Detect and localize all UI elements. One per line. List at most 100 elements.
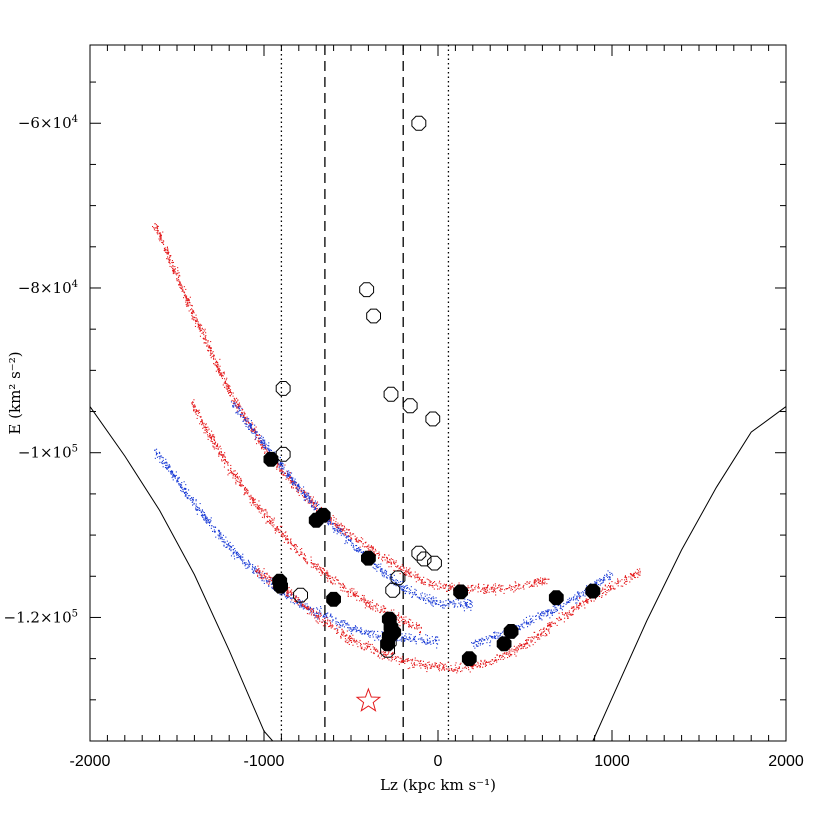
stream-particle <box>377 630 379 632</box>
stream-particle <box>362 545 364 547</box>
stream-particle <box>385 653 387 655</box>
stream-particle <box>315 566 317 568</box>
stream-particle <box>252 565 254 567</box>
stream-particle <box>261 440 263 442</box>
stream-particle <box>500 587 502 589</box>
stream-particle <box>402 588 404 590</box>
stream-particle <box>382 560 384 562</box>
stream-particle <box>277 529 279 531</box>
stream-particle <box>186 305 188 307</box>
stream-particle <box>412 639 414 641</box>
stream-particle <box>316 510 318 512</box>
stream-particle <box>352 543 354 545</box>
stream-particle <box>247 421 249 423</box>
stream-particle <box>276 468 278 470</box>
stream-particle <box>274 451 276 453</box>
stream-particle <box>485 588 487 590</box>
stream-particle <box>428 585 430 587</box>
stream-particle <box>251 430 253 432</box>
stream-particle <box>408 639 410 641</box>
stream-particle <box>157 225 159 227</box>
filled-marker <box>461 651 477 667</box>
stream-particle <box>166 249 168 251</box>
stream-particle <box>237 551 239 553</box>
progenitor-star <box>355 687 382 712</box>
stream-particle <box>353 548 355 550</box>
stream-particle <box>518 627 520 629</box>
stream-particle <box>216 444 218 446</box>
stream-particle <box>303 496 305 498</box>
stream-particle <box>573 598 575 600</box>
stream-particle <box>491 591 493 593</box>
stream-particle <box>408 626 410 628</box>
stream-particle <box>223 372 225 374</box>
stream-particle <box>375 607 377 609</box>
stream-particle <box>208 350 210 352</box>
stream-particle <box>504 589 506 591</box>
stream-particle <box>203 514 205 516</box>
stream-particle <box>442 666 444 668</box>
stream-particle <box>353 639 355 641</box>
stream-particle <box>498 632 500 634</box>
stream-particle <box>422 664 424 666</box>
stream-particle <box>298 597 300 599</box>
stream-particle <box>214 442 216 444</box>
stream-particle <box>258 511 260 513</box>
stream-particle <box>330 613 332 615</box>
stream-particle <box>419 631 421 633</box>
stream-particle <box>312 506 314 508</box>
stream-particle <box>382 605 384 607</box>
stream-particle <box>367 643 369 645</box>
stream-particle <box>362 538 364 540</box>
stream-particle <box>569 613 571 615</box>
stream-particle <box>168 466 170 468</box>
stream-particle <box>414 575 416 577</box>
stream-particle <box>255 430 257 432</box>
stream-particle <box>263 580 265 582</box>
stream-particle <box>180 484 182 486</box>
stream-particle <box>324 616 326 618</box>
stream-particle <box>188 299 190 301</box>
stream-particle <box>478 638 480 640</box>
stream-particle <box>336 525 338 527</box>
stream-particle <box>407 620 409 622</box>
boundary-curve-right <box>592 406 787 742</box>
stream-particle <box>414 659 416 661</box>
stream-particle <box>586 599 588 601</box>
stream-particle <box>506 652 508 654</box>
stream-particle <box>266 511 268 513</box>
stream-particle <box>239 479 241 481</box>
stream-particle <box>364 598 366 600</box>
stream-particle <box>545 615 547 617</box>
stream-particle <box>231 393 233 395</box>
stream-particle <box>194 325 196 327</box>
stream-particle <box>324 623 326 625</box>
stream-particle <box>383 657 385 659</box>
stream-particle <box>327 576 329 578</box>
stream-particle <box>165 465 167 467</box>
stream-particle <box>383 573 385 575</box>
stream-particle <box>217 448 219 450</box>
stream-particle <box>293 480 295 482</box>
stream-particle <box>422 664 424 666</box>
stream-particle <box>344 533 346 535</box>
stream-particle <box>602 580 604 582</box>
stream-particle <box>423 599 425 601</box>
stream-particle <box>253 504 255 506</box>
stream-particle <box>299 555 301 557</box>
stream-particle <box>263 446 265 448</box>
stream-particle <box>384 611 386 613</box>
stream-particle <box>529 621 531 623</box>
stream-particle <box>326 577 328 579</box>
stream-particle <box>471 601 473 603</box>
stream-particle <box>321 621 323 623</box>
stream-particle <box>235 483 237 485</box>
stream-particle <box>328 519 330 521</box>
stream-particle <box>340 584 342 586</box>
stream-particle <box>257 569 259 571</box>
stream-particle <box>210 347 212 349</box>
stream-particle <box>291 477 293 479</box>
stream-particle <box>169 263 171 265</box>
stream-particle <box>233 555 235 557</box>
stream-particle <box>394 580 396 582</box>
